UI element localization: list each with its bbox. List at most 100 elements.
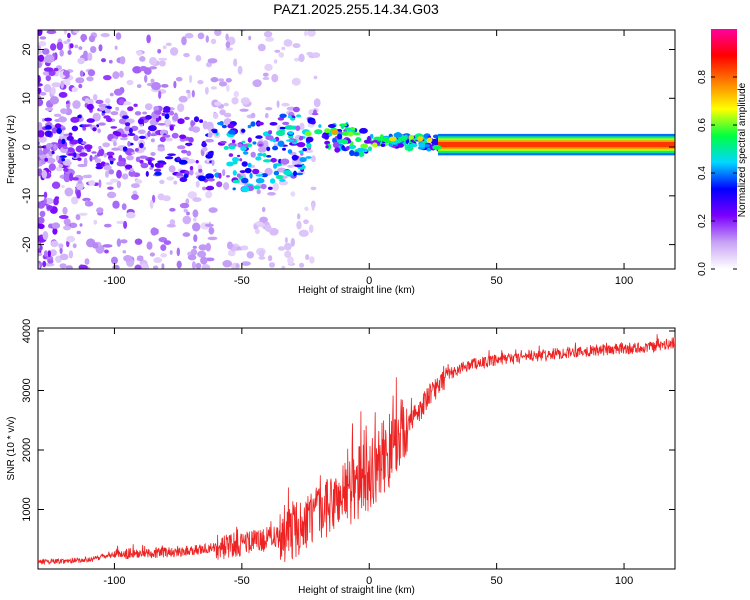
ridge-blob (127, 106, 134, 112)
noise-blob (246, 251, 254, 259)
noise-blob (205, 257, 215, 262)
ridge-blob (346, 146, 350, 151)
noise-blob (163, 240, 172, 246)
ridge-blob (324, 134, 329, 140)
ridge-blob (269, 178, 276, 184)
ridge-blob (380, 143, 386, 147)
noise-blob (166, 176, 175, 181)
noise-blob (126, 79, 134, 86)
ridge-blob (51, 127, 58, 134)
noise-blob (84, 98, 90, 105)
noise-blob (50, 43, 57, 51)
noise-blob (197, 250, 207, 258)
noise-blob (313, 98, 321, 108)
snr-xtick-label: 0 (366, 575, 372, 587)
ridge-blob (150, 138, 155, 143)
ridge-blob (61, 138, 66, 145)
noise-blob (139, 56, 146, 62)
noise-blob (278, 180, 289, 186)
noise-blob (61, 184, 65, 189)
noise-blob (52, 227, 58, 235)
noise-blob (207, 236, 218, 241)
ridge-blob (232, 157, 239, 162)
ridge-blob (164, 156, 174, 160)
ridge-blob (250, 151, 256, 158)
figure-title: PAZ1.2025.255.14.34.G03 (273, 1, 439, 17)
ridge-blob (328, 132, 332, 137)
noise-blob (169, 219, 176, 226)
noise-blob (173, 80, 177, 89)
noise-blob (38, 201, 46, 209)
noise-blob (160, 253, 168, 258)
noise-blob (264, 63, 273, 71)
noise-blob (134, 264, 142, 269)
ridge-segment (408, 134, 415, 140)
ridge-blob (367, 146, 372, 152)
ridge-blob (418, 143, 426, 148)
ridge-blob (197, 175, 206, 182)
noise-blob (186, 211, 190, 216)
noise-blob (116, 180, 122, 189)
noise-blob (150, 227, 158, 236)
ridge-blob (296, 142, 306, 148)
noise-blob (136, 256, 144, 262)
noise-blob (89, 155, 93, 162)
ridge-blob (296, 114, 302, 118)
ridge-blob (171, 132, 179, 139)
ridge-blob (79, 152, 88, 157)
noise-blob (132, 66, 142, 74)
ridge-blob (279, 178, 286, 182)
snr-panel: -100 -50 0 50 100 1000 2000 3000 4000 Height of … (6, 319, 676, 596)
ridge-blob (275, 174, 284, 180)
ridge-blob (184, 116, 190, 120)
ridge-blob (153, 168, 162, 172)
noise-blob (51, 82, 61, 88)
ridge-blob (63, 133, 70, 137)
ridge-blob (139, 155, 148, 159)
noise-blob (78, 83, 83, 89)
ridge-blob (273, 170, 280, 176)
ridge-blob (159, 136, 166, 143)
noise-blob (44, 262, 55, 267)
noise-blob (38, 83, 43, 87)
noise-blob (164, 118, 172, 128)
noise-blob (49, 249, 57, 257)
ridge-blob (226, 175, 230, 178)
ridge-blob (262, 152, 267, 158)
ridge-blob (430, 138, 440, 145)
noise-blob (281, 265, 286, 269)
noise-blob (78, 264, 88, 269)
noise-blob (296, 220, 302, 230)
ridge-blob (106, 151, 115, 156)
noise-blob (144, 103, 153, 111)
noise-blob (298, 229, 309, 237)
noise-blob (223, 118, 232, 126)
ridge-blob (139, 142, 144, 149)
noise-blob (49, 96, 60, 105)
ridge-blob (103, 165, 112, 171)
spectrogram-xlabel: Height of straight line (km) (298, 285, 415, 296)
noise-blob (112, 71, 120, 79)
ridge-blob (134, 111, 142, 116)
ridge-blob (397, 143, 404, 148)
ridge-blob (340, 123, 345, 129)
ridge-blob (283, 169, 292, 176)
noise-blob (190, 248, 198, 256)
ridge-blob (299, 157, 307, 163)
ridge-blob (295, 172, 304, 176)
snr-series-line (38, 334, 675, 566)
ridge-blob (231, 139, 236, 144)
ridge-blob (154, 171, 162, 176)
colorbar-tick-label: 0.4 (697, 166, 708, 180)
noise-blob (65, 265, 73, 269)
ridge-blob (354, 151, 360, 157)
ridge-blob (71, 125, 79, 132)
noise-blob (47, 250, 51, 258)
noise-blob (284, 250, 292, 258)
noise-blob (87, 69, 96, 77)
noise-blob (59, 253, 69, 261)
noise-blob (102, 244, 113, 248)
noise-blob (47, 259, 54, 264)
noise-blob (64, 187, 74, 197)
